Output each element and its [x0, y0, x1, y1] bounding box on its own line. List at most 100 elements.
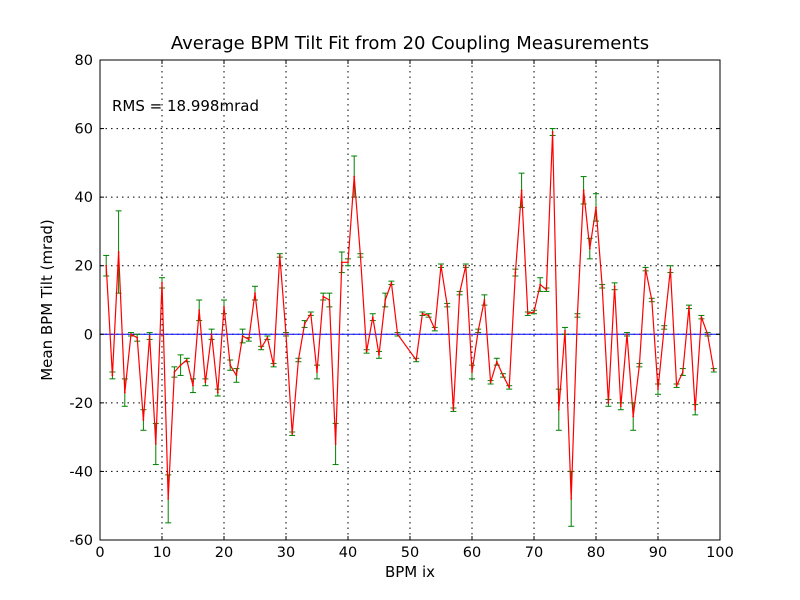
- data-point: [601, 285, 604, 288]
- data-point: [638, 364, 641, 367]
- data-point: [396, 333, 399, 336]
- data-point: [185, 359, 188, 361]
- x-tick-label: 10: [153, 545, 171, 561]
- data-point: [526, 312, 529, 315]
- data-point: [663, 326, 666, 329]
- data-point: [173, 371, 176, 373]
- data-point: [260, 347, 263, 349]
- data-point: [545, 288, 548, 291]
- y-axis-label: Mean BPM Tilt (mrad): [38, 219, 56, 381]
- y-tick-label: 60: [75, 122, 93, 138]
- data-point: [254, 292, 256, 295]
- data-series: [105, 131, 715, 500]
- data-point: [446, 304, 449, 307]
- axis-ticks: 0 10 20 30 40 50 60 70 80 90 100 -60 -40 -20 0 20 40 60 80: [69, 53, 734, 561]
- data-point: [353, 175, 356, 178]
- data-point: [210, 333, 213, 336]
- data-point: [235, 374, 238, 377]
- x-tick-label: 90: [649, 545, 667, 561]
- data-point: [551, 131, 554, 133]
- data-point: [340, 261, 343, 264]
- data-point: [229, 364, 232, 367]
- data-point: [582, 189, 585, 192]
- data-point: [514, 271, 517, 274]
- data-point: [619, 405, 622, 408]
- data-point: [650, 299, 653, 301]
- data-point: [167, 497, 170, 500]
- data-point: [316, 371, 318, 373]
- data-point: [508, 386, 511, 389]
- data-point: [198, 309, 201, 312]
- data-point: [328, 299, 331, 301]
- x-tick-label: 0: [95, 545, 104, 561]
- data-point: [192, 384, 194, 387]
- data-point: [378, 353, 380, 356]
- data-point: [384, 299, 387, 301]
- x-tick-label: 60: [463, 545, 481, 561]
- rms-annotation: RMS = 18.998mrad: [112, 97, 259, 115]
- data-point: [607, 401, 610, 404]
- data-point: [142, 419, 145, 421]
- data-point: [136, 336, 139, 339]
- data-point: [700, 316, 703, 319]
- data-point: [347, 261, 349, 264]
- data-point: [681, 371, 684, 373]
- data-point: [489, 381, 492, 384]
- data-point: [117, 251, 120, 253]
- data-point: [533, 311, 535, 313]
- data-point: [390, 281, 393, 284]
- data-point: [123, 391, 126, 394]
- y-tick-label: 80: [75, 53, 93, 69]
- x-tick-label: 20: [215, 545, 233, 561]
- x-tick-label: 50: [401, 545, 419, 561]
- data-point: [483, 299, 486, 301]
- x-tick-label: 70: [525, 545, 543, 561]
- data-point: [557, 408, 560, 411]
- y-tick-label: 20: [75, 259, 93, 275]
- data-point: [291, 432, 294, 435]
- data-point: [365, 350, 368, 353]
- x-axis-label: BPM ix: [385, 563, 435, 581]
- data-point: [626, 333, 628, 336]
- data-point: [539, 283, 542, 286]
- chart-title: Average BPM Tilt Fit from 20 Coupling Me…: [171, 33, 649, 54]
- data-point: [105, 264, 108, 267]
- data-point: [148, 335, 151, 337]
- data-point: [669, 268, 672, 271]
- data-point: [712, 369, 715, 372]
- data-point: [427, 314, 430, 317]
- data-point: [520, 189, 523, 192]
- x-tick-label: 30: [277, 545, 295, 561]
- y-tick-label: -20: [69, 396, 93, 412]
- data-point: [706, 333, 709, 336]
- data-point: [433, 328, 436, 331]
- data-point: [130, 333, 132, 336]
- data-point: [334, 443, 337, 445]
- y-tick-label: 0: [84, 327, 93, 343]
- data-point: [359, 254, 362, 257]
- x-tick-label: 40: [339, 545, 357, 561]
- data-point: [657, 388, 659, 391]
- data-point: [179, 364, 182, 367]
- data-point: [564, 329, 566, 332]
- data-point: [303, 323, 306, 325]
- data-point: [576, 314, 579, 317]
- data-point: [371, 316, 374, 319]
- data-point: [111, 374, 114, 377]
- data-point: [495, 360, 498, 363]
- data-point: [216, 391, 219, 394]
- data-point: [421, 312, 424, 315]
- x-tick-label: 100: [706, 545, 734, 561]
- data-point: [223, 305, 225, 308]
- data-point: [632, 415, 635, 418]
- data-point: [266, 336, 269, 339]
- data-point: [595, 206, 597, 209]
- data-point: [247, 338, 250, 341]
- data-point: [241, 335, 244, 337]
- y-tick-label: 40: [75, 190, 93, 206]
- data-point: [570, 497, 573, 500]
- data-point: [285, 333, 287, 336]
- data-point: [309, 312, 312, 315]
